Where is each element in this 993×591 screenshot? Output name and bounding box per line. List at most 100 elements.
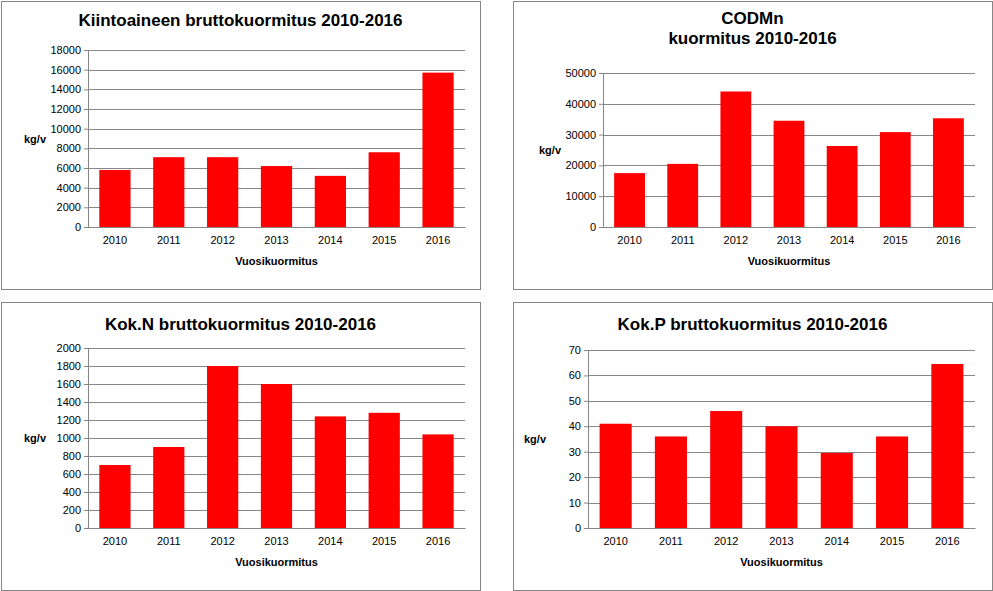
x-tick-label: 2013 <box>264 535 288 547</box>
y-tick: 2000 <box>57 201 88 213</box>
y-axis-title: kg/v <box>539 144 562 156</box>
x-tick-label: 2015 <box>883 234 907 246</box>
grid-line <box>603 227 975 228</box>
y-tick: 70 <box>569 344 588 356</box>
y-tick-label: 0 <box>75 221 81 233</box>
bar <box>614 173 645 227</box>
y-tick: 8000 <box>57 142 88 154</box>
x-tick-label: 2011 <box>671 234 695 246</box>
x-tick: 2010 <box>603 528 627 547</box>
x-tick-label: 2016 <box>935 535 959 547</box>
y-tick: 1000 <box>57 432 88 444</box>
y-tick: 40000 <box>565 98 603 110</box>
y-axis: 01000020000300004000050000 <box>565 67 603 233</box>
x-tick: 2015 <box>372 528 396 547</box>
bars <box>614 91 964 227</box>
x-tick-label: 2016 <box>426 535 450 547</box>
y-tick-label: 16000 <box>50 64 81 76</box>
y-tick: 6000 <box>57 162 88 174</box>
grid-line <box>603 104 975 105</box>
y-tick-label: 6000 <box>57 162 81 174</box>
y-tick: 10000 <box>565 190 603 202</box>
y-tick-mark <box>84 528 88 529</box>
y-tick-label: 50000 <box>565 67 596 79</box>
bar <box>369 413 400 528</box>
y-tick-label: 8000 <box>57 142 81 154</box>
grid-line <box>88 129 465 130</box>
grid-line <box>588 350 975 351</box>
grid-line <box>88 89 465 90</box>
x-tick-label: 2014 <box>318 234 342 246</box>
chart-title: Kok.P bruttokuormitus 2010-2016 <box>618 315 888 334</box>
x-tick-label: 2013 <box>769 535 793 547</box>
grid-line <box>88 366 465 367</box>
x-axis: 2010201120122013201420152016 <box>89 528 466 547</box>
y-tick-mark <box>84 70 88 71</box>
y-tick-mark <box>84 456 88 457</box>
panel-border <box>2 2 481 290</box>
y-tick-mark <box>84 207 88 208</box>
y-tick: 600 <box>63 468 88 480</box>
y-tick-mark <box>599 73 603 74</box>
y-tick: 1200 <box>57 414 88 426</box>
y-tick-label: 20 <box>569 471 581 483</box>
bar <box>315 416 346 528</box>
x-axis-line <box>89 227 466 228</box>
y-tick-label: 40 <box>569 420 581 432</box>
y-tick: 800 <box>63 450 88 462</box>
y-tick-mark <box>84 510 88 511</box>
x-tick: 2014 <box>318 528 342 547</box>
x-tick: 2014 <box>825 528 849 547</box>
y-tick: 0 <box>590 221 603 233</box>
x-tick-label: 2011 <box>659 535 683 547</box>
x-tick: 2012 <box>714 528 738 547</box>
x-tick-label: 2014 <box>825 535 849 547</box>
x-tick: 2016 <box>426 528 450 547</box>
y-tick-label: 600 <box>63 468 81 480</box>
y-tick-mark <box>84 420 88 421</box>
y-tick-mark <box>599 227 603 228</box>
bar <box>931 364 963 528</box>
x-tick: 2012 <box>724 227 748 246</box>
x-tick-label: 2012 <box>714 535 738 547</box>
y-axis-title: kg/v <box>24 432 47 444</box>
chart-panel: 0200040006000800010000120001400016000180… <box>2 2 481 290</box>
y-tick: 40 <box>569 420 588 432</box>
panel-border <box>2 303 481 591</box>
y-tick-label: 0 <box>75 522 81 534</box>
grid-line <box>88 109 465 110</box>
grid-line <box>88 227 465 228</box>
x-tick: 2013 <box>777 227 801 246</box>
y-tick-mark <box>599 135 603 136</box>
x-axis: 2010201120122013201420152016 <box>604 227 976 246</box>
x-axis-title: Vuosikuormitus <box>235 556 318 568</box>
y-tick-label: 1800 <box>57 360 81 372</box>
y-axis: 0200400600800100012001400160018002000 <box>57 342 89 534</box>
x-tick-label: 2010 <box>617 234 641 246</box>
y-tick-mark <box>584 350 588 351</box>
x-tick-label: 2012 <box>724 234 748 246</box>
y-axis-title: kg/v <box>524 433 547 445</box>
bar <box>315 176 346 227</box>
y-tick: 12000 <box>50 103 88 115</box>
bar <box>369 152 400 227</box>
grid-line <box>588 375 975 376</box>
y-tick-label: 800 <box>63 450 81 462</box>
x-tick-label: 2015 <box>372 234 396 246</box>
y-tick: 50000 <box>565 67 603 79</box>
bar <box>774 121 805 227</box>
grid-line <box>588 528 975 529</box>
y-tick-label: 50 <box>569 395 581 407</box>
bar <box>720 91 751 227</box>
x-tick-label: 2015 <box>880 535 904 547</box>
bar <box>600 424 632 528</box>
x-tick: 2010 <box>617 227 641 246</box>
y-tick: 20000 <box>565 159 603 171</box>
y-axis: 0200040006000800010000120001400016000180… <box>50 44 88 233</box>
x-tick: 2016 <box>935 528 959 547</box>
y-tick-mark <box>584 477 588 478</box>
y-tick-mark <box>84 168 88 169</box>
x-tick-label: 2011 <box>157 535 181 547</box>
y-tick-mark <box>84 402 88 403</box>
y-tick: 18000 <box>50 44 88 56</box>
